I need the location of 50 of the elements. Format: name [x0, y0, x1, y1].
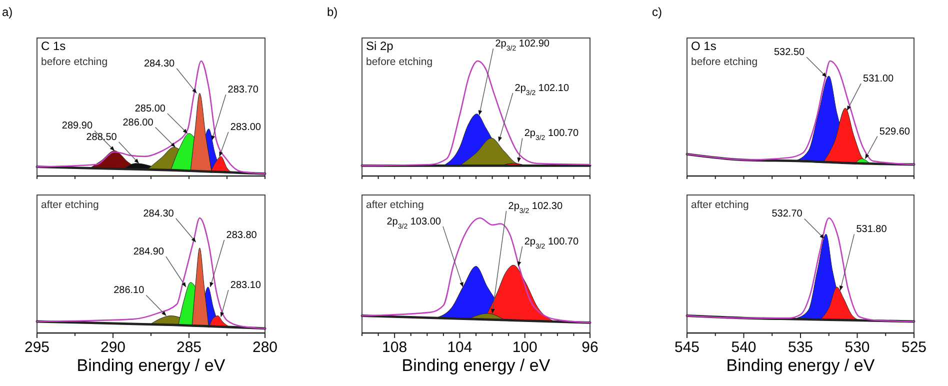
annotation: 284.30	[144, 58, 176, 70]
annotation: 2p$_{3/2}$ 100.70	[524, 236, 580, 250]
x-tick-label: 104	[447, 339, 472, 356]
annotation: 2p$_{3/2}$ 103.00	[386, 216, 442, 230]
chart-title: Si 2p	[366, 39, 394, 53]
x-tick-label: 525	[901, 339, 927, 356]
text: c)	[652, 5, 662, 19]
x-tick-label: 545	[674, 339, 700, 356]
x-axis-title: Binding energy / eV	[402, 356, 551, 375]
chart-subtitle: before etching	[41, 56, 108, 68]
x-tick-label: 540	[731, 339, 756, 356]
x-tick-label: 530	[844, 339, 870, 356]
annotation: 532.50	[774, 47, 806, 58]
annotation: 2p$_{3/2}$ 102.10	[514, 83, 570, 96]
annotation: 2p$_{3/2}$ 102.30	[508, 200, 563, 214]
chart-subtitle: before etching	[691, 56, 758, 68]
annotation: 289.90	[62, 120, 93, 132]
x-axis-title: Binding energy / eV	[76, 356, 226, 375]
annotation: 283.80	[226, 230, 258, 241]
chart-title: O 1s	[691, 39, 716, 53]
x-tick-label: 290	[100, 339, 126, 356]
chart-subtitle: after etching	[691, 199, 749, 211]
annotation: 531.00	[863, 74, 894, 85]
annotation: 286.10	[114, 285, 145, 296]
x-tick-label: 285	[176, 339, 202, 356]
x-tick-label: 295	[24, 339, 50, 356]
x-tick-label: 108	[382, 339, 408, 356]
x-tick-label: 100	[512, 339, 538, 356]
annotation: 284.30	[143, 208, 174, 220]
chart-title: C 1s	[41, 39, 66, 53]
annotation: 283.70	[228, 84, 259, 96]
chart-subtitle: before etching	[366, 56, 433, 68]
annotation: 285.00	[134, 103, 166, 114]
annotation: 531.80	[856, 224, 888, 236]
annotation: 2p$_{3/2}$ 100.70	[524, 128, 580, 142]
x-tick-label: 280	[252, 339, 278, 356]
annotation: 284.90	[133, 246, 164, 258]
x-tick-label: 96	[582, 339, 598, 356]
chart-subtitle: after etching	[41, 199, 99, 211]
annotation: 283.10	[230, 280, 262, 291]
annotation: 283.00	[230, 122, 262, 133]
text: a)	[2, 5, 13, 19]
x-axis-title: Binding energy / eV	[726, 356, 876, 375]
chart-subtitle: after etching	[366, 199, 424, 211]
annotation: 532.70	[772, 208, 803, 220]
text: b)	[327, 5, 338, 19]
annotation: 2p$_{3/2}$ 102.90	[495, 38, 550, 52]
annotation: 529.60	[879, 126, 910, 138]
x-tick-label: 535	[788, 339, 814, 356]
annotation: 286.00	[122, 117, 154, 128]
